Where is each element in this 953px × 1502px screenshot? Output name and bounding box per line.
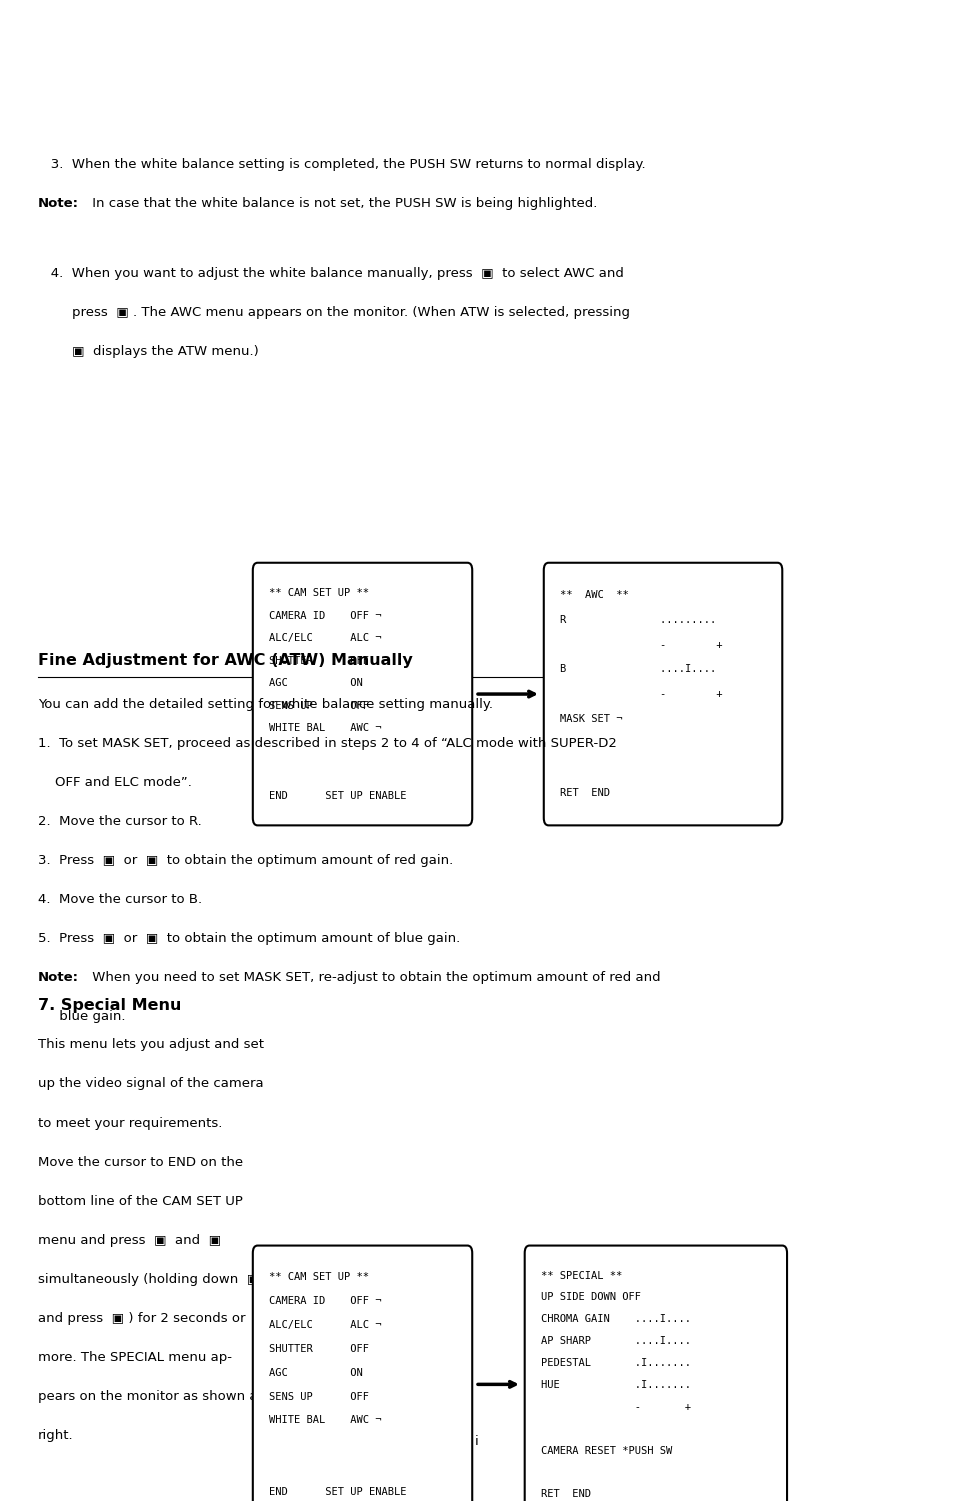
- Text: ALC/ELC      ALC ¬: ALC/ELC ALC ¬: [269, 634, 381, 643]
- Text: to meet your requirements.: to meet your requirements.: [38, 1116, 222, 1130]
- Text: simultaneously (holding down  ▣: simultaneously (holding down ▣: [38, 1272, 259, 1286]
- Text: Note:: Note:: [38, 970, 79, 984]
- Text: bottom line of the CAM SET UP: bottom line of the CAM SET UP: [38, 1194, 243, 1208]
- Text: 1.  To set MASK SET, proceed as described in steps 2 to 4 of “ALC mode with SUPE: 1. To set MASK SET, proceed as described…: [38, 737, 617, 749]
- Text: 3.  When the white balance setting is completed, the PUSH SW returns to normal d: 3. When the white balance setting is com…: [38, 158, 645, 171]
- Text: B               ....I....: B ....I....: [559, 664, 716, 674]
- Text: R               .........: R .........: [559, 614, 716, 625]
- Text: Move the cursor to END on the: Move the cursor to END on the: [38, 1155, 243, 1169]
- Text: -        +: - +: [559, 640, 721, 649]
- Text: right.: right.: [38, 1428, 73, 1442]
- Text: Fine Adjustment for AWC (ATW) Manually: Fine Adjustment for AWC (ATW) Manually: [38, 653, 413, 668]
- Text: HUE            .I.......: HUE .I.......: [540, 1380, 690, 1389]
- Text: OFF and ELC mode”.: OFF and ELC mode”.: [38, 777, 192, 789]
- Text: END      SET UP ENABLE: END SET UP ENABLE: [269, 1487, 406, 1497]
- Text: RET  END: RET END: [559, 789, 609, 798]
- Text: pears on the monitor as shown at: pears on the monitor as shown at: [38, 1389, 263, 1403]
- Text: SENS UP      OFF: SENS UP OFF: [269, 701, 369, 710]
- Text: WHITE BAL    AWC ¬: WHITE BAL AWC ¬: [269, 1415, 381, 1425]
- Text: -       +: - +: [540, 1401, 690, 1412]
- Text: CHROMA GAIN    ....I....: CHROMA GAIN ....I....: [540, 1314, 690, 1325]
- Text: AGC          ON: AGC ON: [269, 679, 362, 688]
- Text: menu and press  ▣  and  ▣: menu and press ▣ and ▣: [38, 1233, 221, 1247]
- Text: 3.  Press  ▣  or  ▣  to obtain the optimum amount of red gain.: 3. Press ▣ or ▣ to obtain the optimum am…: [38, 853, 453, 867]
- Text: AP SHARP       ....I....: AP SHARP ....I....: [540, 1337, 690, 1346]
- FancyBboxPatch shape: [524, 1245, 786, 1502]
- Text: ALC/ELC      ALC ¬: ALC/ELC ALC ¬: [269, 1320, 381, 1329]
- Text: more. The SPECIAL menu ap-: more. The SPECIAL menu ap-: [38, 1350, 232, 1364]
- FancyBboxPatch shape: [253, 563, 472, 826]
- Text: WHITE BAL    AWC ¬: WHITE BAL AWC ¬: [269, 724, 381, 733]
- Text: 7. Special Menu: 7. Special Menu: [38, 997, 181, 1012]
- Text: **  AWC  **: ** AWC **: [559, 590, 628, 601]
- Text: CAMERA ID    OFF ¬: CAMERA ID OFF ¬: [269, 1296, 381, 1307]
- Text: blue gain.: blue gain.: [38, 1009, 126, 1023]
- Text: When you need to set MASK SET, re-adjust to obtain the optimum amount of red and: When you need to set MASK SET, re-adjust…: [88, 970, 659, 984]
- FancyBboxPatch shape: [253, 1245, 472, 1502]
- Text: and press  ▣ ) for 2 seconds or: and press ▣ ) for 2 seconds or: [38, 1311, 246, 1325]
- Text: UP SIDE DOWN OFF: UP SIDE DOWN OFF: [540, 1292, 640, 1302]
- Text: 5.  Press  ▣  or  ▣  to obtain the optimum amount of blue gain.: 5. Press ▣ or ▣ to obtain the optimum am…: [38, 931, 460, 945]
- Text: 4.  Move the cursor to B.: 4. Move the cursor to B.: [38, 892, 202, 906]
- Text: CAMERA RESET *PUSH SW: CAMERA RESET *PUSH SW: [540, 1445, 672, 1455]
- Text: In case that the white balance is not set, the PUSH SW is being highlighted.: In case that the white balance is not se…: [88, 197, 597, 210]
- Text: SHUTTER      OFF: SHUTTER OFF: [269, 656, 369, 665]
- Text: SHUTTER      OFF: SHUTTER OFF: [269, 1344, 369, 1353]
- Text: Note:: Note:: [38, 197, 79, 210]
- Text: This menu lets you adjust and set: This menu lets you adjust and set: [38, 1038, 264, 1051]
- Text: MASK SET ¬: MASK SET ¬: [559, 713, 622, 724]
- Text: ** SPECIAL **: ** SPECIAL **: [540, 1271, 621, 1281]
- Text: ▣  displays the ATW menu.): ▣ displays the ATW menu.): [38, 345, 258, 357]
- Text: CAMERA ID    OFF ¬: CAMERA ID OFF ¬: [269, 611, 381, 620]
- Text: press  ▣ . The AWC menu appears on the monitor. (When ATW is selected, pressing: press ▣ . The AWC menu appears on the mo…: [38, 306, 630, 318]
- Text: ** CAM SET UP **: ** CAM SET UP **: [269, 589, 369, 598]
- Text: PEDESTAL       .I.......: PEDESTAL .I.......: [540, 1358, 690, 1368]
- Text: ** CAM SET UP **: ** CAM SET UP **: [269, 1272, 369, 1283]
- Text: 4.  When you want to adjust the white balance manually, press  ▣  to select AWC : 4. When you want to adjust the white bal…: [38, 267, 623, 279]
- Text: AGC          ON: AGC ON: [269, 1368, 362, 1377]
- Text: 2.  Move the cursor to R.: 2. Move the cursor to R.: [38, 816, 202, 828]
- Text: -        +: - +: [559, 689, 721, 698]
- Text: RET  END: RET END: [540, 1490, 590, 1499]
- Text: END      SET UP ENABLE: END SET UP ENABLE: [269, 792, 406, 801]
- Text: up the video signal of the camera: up the video signal of the camera: [38, 1077, 264, 1090]
- FancyBboxPatch shape: [543, 563, 781, 826]
- Text: i: i: [475, 1434, 478, 1448]
- Text: You can add the detailed setting for white balance setting manually.: You can add the detailed setting for whi…: [38, 698, 493, 710]
- Text: SENS UP      OFF: SENS UP OFF: [269, 1391, 369, 1401]
